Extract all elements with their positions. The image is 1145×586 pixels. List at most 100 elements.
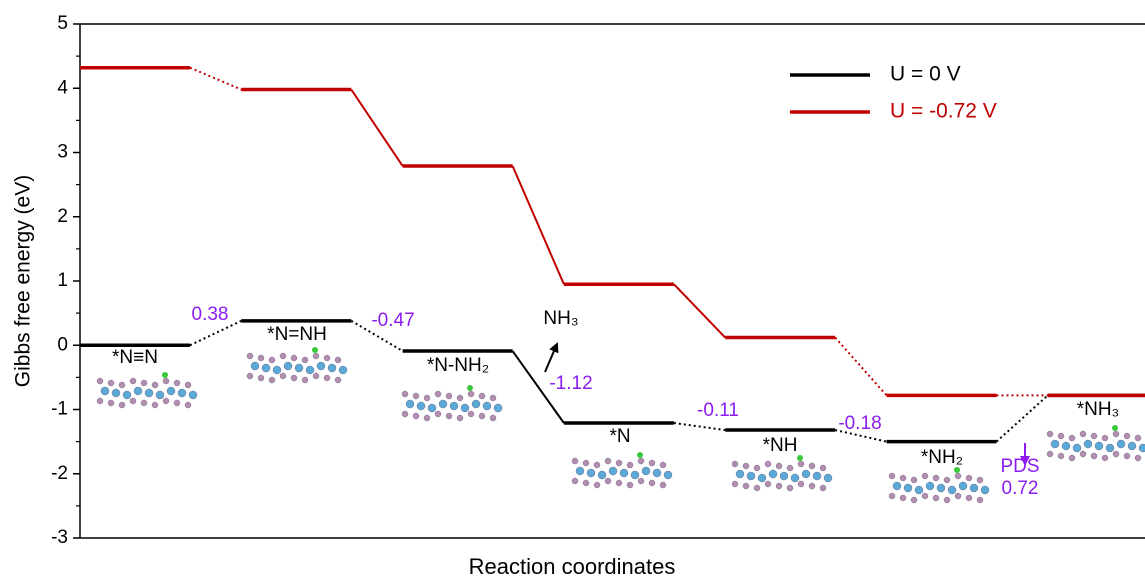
atom xyxy=(1073,444,1081,452)
atom xyxy=(970,484,978,492)
atom xyxy=(324,375,330,381)
atom xyxy=(966,495,972,501)
atom xyxy=(732,461,738,467)
atom xyxy=(765,481,771,487)
atom xyxy=(435,391,441,397)
atom xyxy=(317,362,325,370)
connector xyxy=(351,90,402,166)
connector xyxy=(835,338,886,396)
atom xyxy=(642,467,650,475)
atom xyxy=(339,366,347,374)
release-arrow xyxy=(545,344,557,372)
atom xyxy=(904,484,912,492)
atom xyxy=(461,404,469,412)
atom xyxy=(754,465,760,471)
atom xyxy=(479,413,485,419)
step-energy: -0.18 xyxy=(838,413,881,434)
atom xyxy=(765,461,771,467)
atom xyxy=(435,411,441,417)
atom xyxy=(758,474,766,482)
atom xyxy=(660,482,666,488)
atom xyxy=(977,477,983,483)
atom xyxy=(1139,444,1145,452)
atom xyxy=(1069,455,1075,461)
atom xyxy=(911,477,917,483)
atom xyxy=(649,460,655,466)
atom xyxy=(328,364,336,372)
atom xyxy=(457,395,463,401)
atom xyxy=(174,380,180,386)
atom xyxy=(97,378,103,384)
y-tick-label: 5 xyxy=(57,13,68,34)
atom xyxy=(937,484,945,492)
step-energy: -0.47 xyxy=(371,310,414,331)
atom xyxy=(472,400,480,408)
atom xyxy=(780,472,788,480)
atom xyxy=(130,398,136,404)
y-tick-label: 2 xyxy=(57,206,68,227)
atom xyxy=(490,415,496,421)
atom xyxy=(915,486,923,494)
atom xyxy=(450,402,458,410)
atom xyxy=(306,366,314,374)
atom xyxy=(152,382,158,388)
atom xyxy=(583,460,589,466)
connector xyxy=(190,68,241,90)
atom xyxy=(335,357,341,363)
atom xyxy=(262,364,270,372)
atom xyxy=(291,355,297,361)
atom xyxy=(145,389,153,397)
atom xyxy=(141,400,147,406)
atom xyxy=(1084,440,1092,448)
atom xyxy=(413,413,419,419)
atom xyxy=(1135,455,1141,461)
atom xyxy=(446,393,452,399)
atom xyxy=(572,458,578,464)
atom xyxy=(247,373,253,379)
step-energy: -1.12 xyxy=(549,373,592,394)
y-axis-title: Gibbs free energy (eV) xyxy=(12,175,35,387)
atom xyxy=(1080,451,1086,457)
atom xyxy=(959,482,967,490)
atom xyxy=(302,357,308,363)
atom xyxy=(944,477,950,483)
adsorbate xyxy=(637,452,643,458)
atom xyxy=(889,473,895,479)
atom xyxy=(284,362,292,370)
atom xyxy=(776,463,782,469)
atom xyxy=(736,470,744,478)
atom xyxy=(417,402,425,410)
state-label: *NH₂ xyxy=(921,447,963,468)
connector xyxy=(997,395,1048,441)
atom xyxy=(291,375,297,381)
atom xyxy=(966,475,972,481)
state-label: *N=NH xyxy=(267,324,327,345)
atom xyxy=(280,353,286,359)
atom xyxy=(108,380,114,386)
chart: Reaction coordinates Gibbs free energy (… xyxy=(0,0,1145,581)
atom xyxy=(820,485,826,491)
atom xyxy=(660,462,666,468)
atom xyxy=(664,471,672,479)
atom xyxy=(809,463,815,469)
atom xyxy=(490,395,496,401)
y-tick-label: -2 xyxy=(51,463,68,484)
atom xyxy=(911,497,917,503)
atom xyxy=(900,475,906,481)
atom xyxy=(594,462,600,468)
atom xyxy=(247,353,253,359)
atom xyxy=(1106,444,1114,452)
structures xyxy=(97,347,1145,503)
atom xyxy=(576,467,584,475)
state-label: *NH₃ xyxy=(1077,399,1120,420)
atom xyxy=(598,471,606,479)
state-label: *N≡N xyxy=(112,347,158,368)
atom xyxy=(955,493,961,499)
atom xyxy=(769,470,777,478)
atom xyxy=(900,495,906,501)
atom xyxy=(754,485,760,491)
atom xyxy=(269,357,275,363)
atom xyxy=(112,389,120,397)
atom xyxy=(1113,451,1119,457)
atom xyxy=(627,482,633,488)
